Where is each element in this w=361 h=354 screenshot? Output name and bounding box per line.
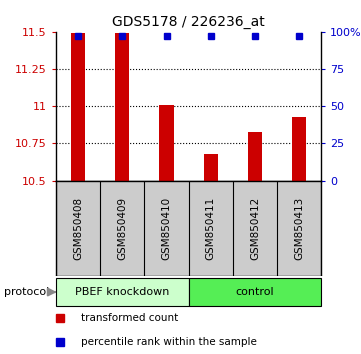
Bar: [71, 33, 85, 181]
Text: transformed count: transformed count: [81, 313, 178, 323]
Title: GDS5178 / 226236_at: GDS5178 / 226236_at: [112, 16, 265, 29]
Bar: [115, 33, 129, 181]
Text: GSM850413: GSM850413: [294, 197, 304, 260]
Text: GSM850409: GSM850409: [117, 197, 127, 260]
FancyBboxPatch shape: [56, 278, 188, 306]
Text: control: control: [236, 287, 274, 297]
Text: percentile rank within the sample: percentile rank within the sample: [81, 337, 257, 347]
Bar: [292, 116, 306, 181]
Text: GSM850412: GSM850412: [250, 197, 260, 260]
Text: PBEF knockdown: PBEF knockdown: [75, 287, 169, 297]
Text: protocol: protocol: [4, 287, 49, 297]
Text: GSM850410: GSM850410: [161, 197, 171, 260]
Text: GSM850411: GSM850411: [206, 197, 216, 260]
Bar: [248, 132, 262, 181]
Text: GSM850408: GSM850408: [73, 197, 83, 260]
Bar: [204, 154, 218, 181]
Bar: [160, 105, 174, 181]
FancyBboxPatch shape: [188, 278, 321, 306]
